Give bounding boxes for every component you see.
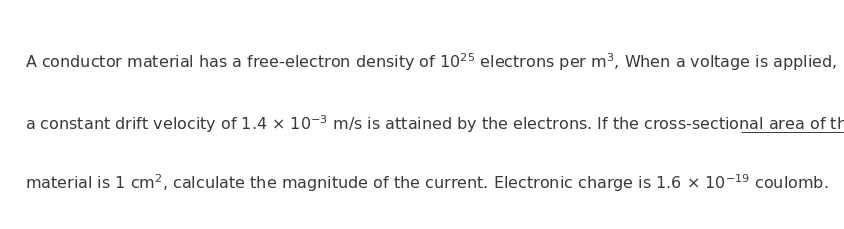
Text: material is 1 cm$^{2}$, calculate the magnitude of the current. Electronic charg: material is 1 cm$^{2}$, calculate the ma…: [25, 172, 829, 194]
Text: A conductor material has a free-electron density of 10$^{25}$ electrons per m$^{: A conductor material has a free-electron…: [25, 51, 837, 73]
Text: a constant drift velocity of 1.4 × 10$^{-3}$ m/s is attained by the electrons. I: a constant drift velocity of 1.4 × 10$^{…: [25, 113, 844, 134]
